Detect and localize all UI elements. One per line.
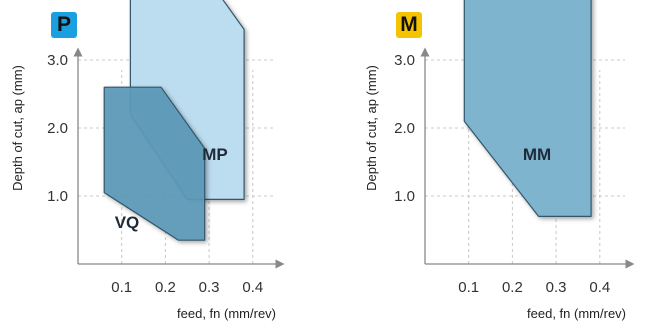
- x-tick-label: 0.2: [155, 279, 176, 296]
- x-tick-label: 0.2: [502, 279, 523, 296]
- region-mm: [463, 0, 592, 217]
- y-tick-label: 1.0: [394, 188, 415, 205]
- x-tick-label: 0.4: [242, 279, 263, 296]
- material-badge-p: P: [51, 12, 77, 38]
- x-tick-label: 0.4: [589, 279, 610, 296]
- x-tick-label: 0.1: [458, 279, 479, 296]
- y-tick-label: 3.0: [47, 52, 68, 69]
- y-tick-label: 1.0: [47, 188, 68, 205]
- y-tick-label: 2.0: [47, 120, 68, 137]
- x-tick-label: 0.1: [111, 279, 132, 296]
- y-tick-label: 3.0: [394, 52, 415, 69]
- region-label-mp: MP: [202, 145, 228, 164]
- y-axis-label: Depth of cut, ap (mm): [10, 65, 25, 191]
- region-label-vq: VQ: [115, 213, 140, 232]
- x-tick-label: 0.3: [546, 279, 567, 296]
- y-tick-label: 2.0: [394, 120, 415, 137]
- x-axis-label: feed, fn (mm/rev): [177, 306, 276, 321]
- y-tick-label: 4.0: [47, 0, 68, 1]
- y-tick-label: 4.0: [394, 0, 415, 1]
- x-axis-label: feed, fn (mm/rev): [527, 306, 626, 321]
- x-tick-label: 0.3: [199, 279, 220, 296]
- y-axis-label: Depth of cut, ap (mm): [364, 65, 379, 191]
- region-label-mm: MM: [523, 145, 551, 164]
- material-badge-m: M: [396, 12, 422, 38]
- region-vq: [103, 86, 206, 241]
